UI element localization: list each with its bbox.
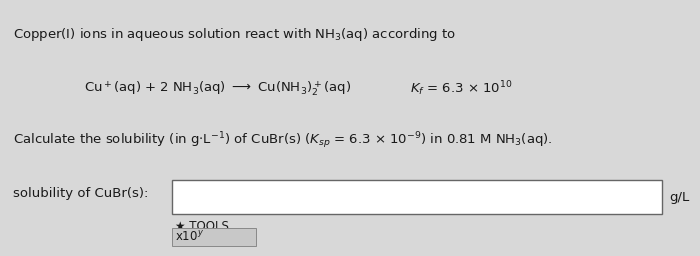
Text: g/L: g/L [669, 191, 690, 204]
Text: $K_f$ = 6.3 $\times$ 10$^{10}$: $K_f$ = 6.3 $\times$ 10$^{10}$ [410, 79, 512, 98]
Text: ★ TOOLS: ★ TOOLS [175, 220, 229, 233]
Text: Calculate the solubility (in g$\cdot$L$^{-1}$) of CuBr(s) ($K_{sp}$ = 6.3 $\time: Calculate the solubility (in g$\cdot$L$^… [13, 131, 552, 151]
FancyBboxPatch shape [172, 228, 256, 246]
FancyBboxPatch shape [172, 180, 662, 214]
Text: solubility of CuBr(s):: solubility of CuBr(s): [13, 187, 148, 200]
Text: x10$^y$: x10$^y$ [175, 230, 204, 244]
Text: Copper(I) ions in aqueous solution react with NH$_3$(aq) according to: Copper(I) ions in aqueous solution react… [13, 26, 455, 42]
Text: Cu$^+$(aq) + 2 NH$_3$(aq) $\longrightarrow$ Cu(NH$_3$)$_2^+$(aq): Cu$^+$(aq) + 2 NH$_3$(aq) $\longrightarr… [84, 79, 351, 98]
